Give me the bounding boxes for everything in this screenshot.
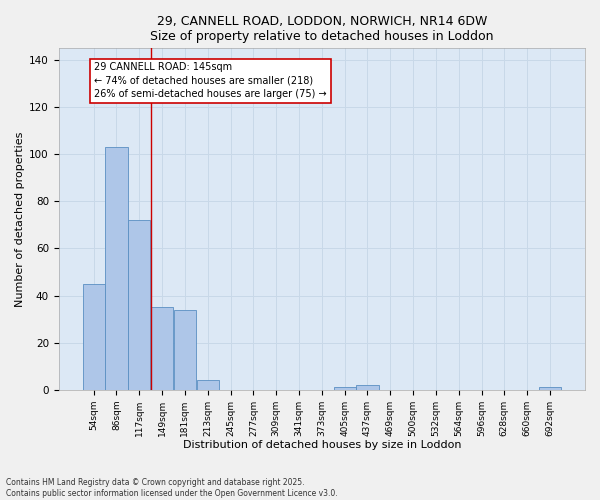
Text: 29 CANNELL ROAD: 145sqm
← 74% of detached houses are smaller (218)
26% of semi-d: 29 CANNELL ROAD: 145sqm ← 74% of detache…: [94, 62, 327, 99]
Y-axis label: Number of detached properties: Number of detached properties: [15, 132, 25, 306]
Bar: [197, 380, 219, 390]
Bar: [83, 284, 104, 390]
Title: 29, CANNELL ROAD, LODDON, NORWICH, NR14 6DW
Size of property relative to detache: 29, CANNELL ROAD, LODDON, NORWICH, NR14 …: [150, 15, 494, 43]
Bar: [334, 388, 356, 390]
Bar: [106, 147, 128, 390]
Text: Contains HM Land Registry data © Crown copyright and database right 2025.
Contai: Contains HM Land Registry data © Crown c…: [6, 478, 338, 498]
Bar: [151, 308, 173, 390]
X-axis label: Distribution of detached houses by size in Loddon: Distribution of detached houses by size …: [182, 440, 461, 450]
Bar: [539, 388, 561, 390]
Bar: [174, 310, 196, 390]
Bar: [356, 385, 379, 390]
Bar: [128, 220, 151, 390]
